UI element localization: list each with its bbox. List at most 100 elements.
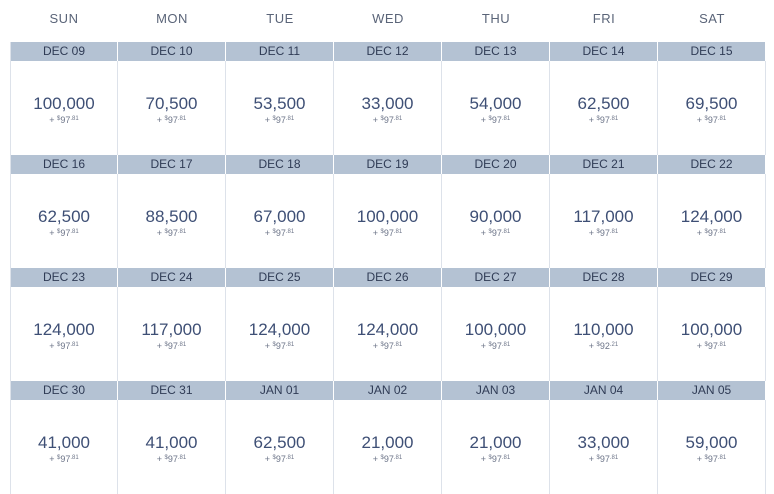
- day-fare-cell[interactable]: JAN 05 59,000 + $97.81: [658, 381, 766, 494]
- fee-amount: 97: [60, 228, 71, 238]
- day-fare-cell[interactable]: DEC 23 124,000 + $97.81: [10, 268, 118, 381]
- tax-fee: + $97.81: [11, 227, 117, 238]
- day-fare-cell[interactable]: DEC 12 33,000 + $97.81: [334, 42, 442, 155]
- day-fare-cell[interactable]: DEC 14 62,500 + $97.81: [550, 42, 658, 155]
- day-date-label: JAN 04: [550, 381, 658, 400]
- day-date-label: DEC 09: [11, 42, 118, 61]
- fee-currency: $: [164, 455, 168, 461]
- fare-info: 62,500 + $97.81: [226, 400, 333, 494]
- day-of-week-label: WED: [372, 11, 404, 26]
- fee-currency: $: [380, 229, 384, 235]
- day-fare-cell[interactable]: DEC 15 69,500 + $97.81: [658, 42, 766, 155]
- day-date-label: DEC 28: [550, 268, 658, 287]
- fee-currency: $: [164, 229, 168, 235]
- day-fare-cell[interactable]: DEC 19 100,000 + $97.81: [334, 155, 442, 268]
- fee-cents: .21: [609, 342, 619, 348]
- fee-cents: .81: [717, 229, 727, 235]
- miles-price: 53,500: [253, 94, 306, 113]
- fee-cents: .81: [177, 229, 187, 235]
- fee-currency: $: [57, 455, 61, 461]
- miles-price: 117,000: [573, 207, 634, 226]
- day-fare-cell[interactable]: DEC 30 41,000 + $97.81: [10, 381, 118, 494]
- day-fare-cell[interactable]: DEC 21 117,000 + $97.81: [550, 155, 658, 268]
- fee-amount: 97: [491, 115, 502, 125]
- tax-fee: + $97.81: [11, 114, 117, 125]
- day-date-label: JAN 02: [334, 381, 442, 400]
- tax-fee: + $97.81: [442, 114, 549, 125]
- day-fare-cell[interactable]: DEC 31 41,000 + $97.81: [118, 381, 226, 494]
- day-fare-cell[interactable]: DEC 13 54,000 + $97.81: [442, 42, 550, 155]
- fare-info: 70,500 + $97.81: [118, 61, 225, 155]
- fee-amount: 97: [275, 115, 286, 125]
- fee-amount: 97: [707, 454, 718, 464]
- fee-amount: 97: [60, 341, 71, 351]
- fee-cents: .81: [609, 229, 619, 235]
- day-date-label: DEC 13: [442, 42, 550, 61]
- miles-price: 21,000: [361, 433, 414, 452]
- fee-prefix: +: [372, 454, 381, 464]
- fee-amount: 97: [599, 454, 610, 464]
- tax-fee: + $97.81: [334, 227, 441, 238]
- tax-fee: + $97.81: [442, 340, 549, 351]
- day-date-label: DEC 21: [550, 155, 658, 174]
- day-fare-cell[interactable]: JAN 01 62,500 + $97.81: [226, 381, 334, 494]
- tax-fee: + $92.21: [550, 340, 657, 351]
- day-date-label: DEC 30: [11, 381, 118, 400]
- fee-amount: 97: [167, 228, 178, 238]
- day-of-week-label: SUN: [49, 11, 79, 26]
- day-fare-cell[interactable]: DEC 11 53,500 + $97.81: [226, 42, 334, 155]
- fare-info: 62,500 + $97.81: [11, 174, 117, 268]
- day-of-week-label: FRI: [592, 11, 616, 26]
- fee-amount: 97: [275, 228, 286, 238]
- day-fare-cell[interactable]: DEC 24 117,000 + $97.81: [118, 268, 226, 381]
- day-fare-cell[interactable]: DEC 09 100,000 + $97.81: [10, 42, 118, 155]
- day-fare-cell[interactable]: DEC 28 110,000 + $92.21: [550, 268, 658, 381]
- miles-price: 110,000: [573, 320, 634, 339]
- day-date-label: DEC 12: [334, 42, 442, 61]
- day-fare-cell[interactable]: JAN 03 21,000 + $97.81: [442, 381, 550, 494]
- fee-amount: 97: [60, 115, 71, 125]
- day-fare-cell[interactable]: DEC 29 100,000 + $97.81: [658, 268, 766, 381]
- fee-prefix: +: [372, 115, 381, 125]
- day-date-label: DEC 11: [226, 42, 334, 61]
- day-fare-cell[interactable]: DEC 26 124,000 + $97.81: [334, 268, 442, 381]
- fee-cents: .81: [501, 116, 511, 122]
- fee-currency: $: [164, 116, 168, 122]
- fee-prefix: +: [49, 228, 58, 238]
- day-fare-cell[interactable]: DEC 16 62,500 + $97.81: [10, 155, 118, 268]
- fee-cents: .81: [285, 229, 295, 235]
- miles-price: 117,000: [141, 320, 202, 339]
- fee-currency: $: [380, 455, 384, 461]
- fee-cents: .81: [393, 342, 403, 348]
- calendar-weeks: DEC 09 100,000 + $97.81 DEC 10 70,500 + $97.8…: [10, 42, 766, 494]
- day-date-label: DEC 15: [658, 42, 766, 61]
- fare-info: 62,500 + $97.81: [550, 61, 657, 155]
- tax-fee: + $97.81: [11, 340, 117, 351]
- fee-amount: 97: [383, 454, 394, 464]
- fee-currency: $: [704, 229, 708, 235]
- fee-cents: .81: [609, 116, 619, 122]
- fee-cents: .81: [70, 229, 79, 235]
- day-fare-cell[interactable]: DEC 25 124,000 + $97.81: [226, 268, 334, 381]
- day-fare-cell[interactable]: DEC 22 124,000 + $97.81: [658, 155, 766, 268]
- fee-amount: 97: [491, 454, 502, 464]
- tax-fee: + $97.81: [226, 114, 333, 125]
- tax-fee: + $97.81: [658, 453, 765, 464]
- fare-info: 59,000 + $97.81: [658, 400, 765, 494]
- fee-cents: .81: [70, 455, 79, 461]
- day-fare-cell[interactable]: JAN 02 21,000 + $97.81: [334, 381, 442, 494]
- day-fare-cell[interactable]: DEC 20 90,000 + $97.81: [442, 155, 550, 268]
- day-date-label: JAN 01: [226, 381, 334, 400]
- fee-prefix: +: [588, 228, 597, 238]
- fare-info: 41,000 + $97.81: [11, 400, 117, 494]
- day-fare-cell[interactable]: JAN 04 33,000 + $97.81: [550, 381, 658, 494]
- day-fare-cell[interactable]: DEC 18 67,000 + $97.81: [226, 155, 334, 268]
- day-fare-cell[interactable]: DEC 10 70,500 + $97.81: [118, 42, 226, 155]
- tax-fee: + $97.81: [658, 114, 765, 125]
- day-fare-cell[interactable]: DEC 27 100,000 + $97.81: [442, 268, 550, 381]
- miles-price: 62,500: [253, 433, 306, 452]
- tax-fee: + $97.81: [442, 453, 549, 464]
- day-date-label: DEC 26: [334, 268, 442, 287]
- fee-currency: $: [164, 342, 168, 348]
- day-fare-cell[interactable]: DEC 17 88,500 + $97.81: [118, 155, 226, 268]
